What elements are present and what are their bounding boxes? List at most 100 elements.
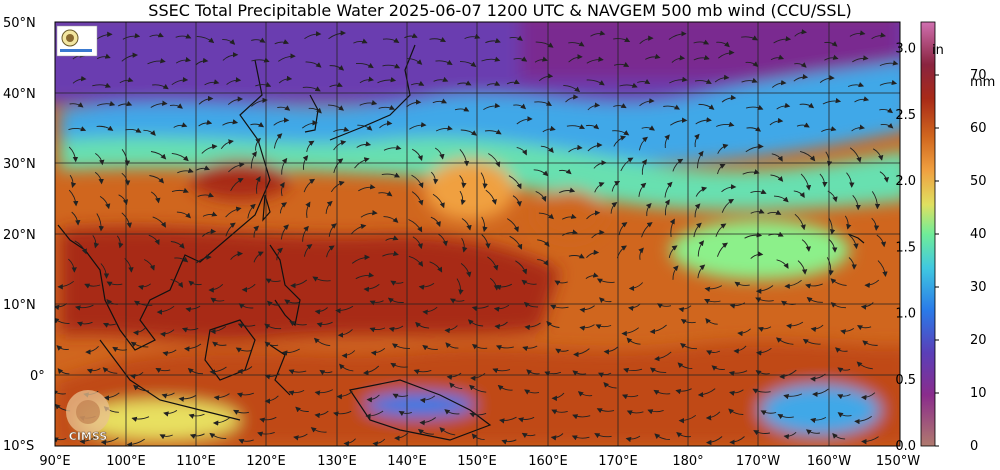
wind-arrow [355, 272, 375, 280]
wind-arrow [568, 54, 583, 63]
wind-arrow [757, 326, 772, 332]
wind-arrow [251, 57, 270, 63]
wind-arrow [771, 153, 783, 162]
wind-arrow [752, 388, 771, 394]
wind-arrow [563, 84, 581, 93]
wind-arrow [877, 260, 888, 277]
wind-arrow [75, 304, 94, 311]
wind-arrow [837, 394, 851, 400]
wind-arrow [213, 393, 230, 401]
wind-arrow [274, 39, 289, 45]
wind-arrow [150, 191, 161, 204]
wind-arrow [706, 436, 723, 446]
wind-arrow [776, 259, 789, 269]
wind-arrow [225, 222, 236, 237]
wind-arrow [612, 130, 630, 136]
wind-arrow [729, 436, 745, 445]
wind-arrow [794, 213, 806, 231]
wind-arrow [289, 321, 307, 327]
cimss-logo: CIMSS [66, 390, 110, 443]
wind-arrow [71, 211, 81, 226]
wind-arrow [852, 194, 861, 211]
wind-arrow [623, 367, 643, 374]
colorbar: in mm 3.0 2.5 2.0 1.5 1.0 0.5 0.0 70 60 50 40 30 20… [895, 21, 995, 454]
wind-arrow [799, 150, 816, 162]
wind-arrow [210, 325, 227, 335]
wind-arrow [698, 103, 715, 110]
wind-arrow [551, 392, 565, 402]
wind-arrow [377, 77, 397, 84]
wind-arrow [329, 82, 343, 88]
wind-arrow [522, 345, 538, 352]
wind-arrow [419, 395, 436, 404]
wind-arrow [152, 83, 169, 90]
wind-arrow [572, 370, 587, 376]
wind-arrow [704, 285, 723, 292]
wind-arrow [861, 436, 879, 445]
wind-arrow [117, 100, 133, 107]
wind-arrow [459, 175, 467, 189]
wind-arrow [369, 327, 386, 333]
wind-arrow [672, 158, 684, 172]
wind-arrow [189, 433, 205, 439]
lat-label: 10°S [3, 439, 34, 454]
wind-arrow [184, 343, 202, 352]
wind-arrow [302, 120, 318, 129]
wind-arrow [253, 225, 260, 238]
wind-arrow [230, 251, 243, 260]
wind-arrow [481, 216, 488, 233]
wind-arrow [220, 139, 234, 150]
wind-arrow [370, 347, 386, 356]
wind-arrow [241, 283, 256, 293]
wind-arrow [577, 391, 593, 397]
wind-arrow [210, 297, 225, 303]
wind-arrow [302, 86, 321, 92]
wind-arrow [680, 343, 698, 350]
lon-label: 170°W [736, 454, 780, 469]
wind-arrow [871, 217, 880, 231]
wind-arrow [822, 97, 842, 105]
wind-arrow [173, 122, 188, 128]
wind-arrow [568, 253, 585, 259]
wind-arrow [837, 412, 852, 418]
wind-arrow [515, 260, 528, 275]
wind-arrow [603, 382, 617, 389]
wind-arrow [830, 278, 847, 286]
wind-arrow [499, 416, 517, 424]
wind-arrow [628, 303, 641, 311]
wind-arrow [613, 61, 630, 67]
wind-arrow [187, 368, 204, 375]
wind-arrow [603, 346, 619, 355]
colorbar-inch-tick: 1.0 [895, 307, 916, 322]
wind-arrow [459, 148, 470, 167]
wind-arrow [150, 151, 167, 160]
wind-arrow [208, 283, 224, 293]
wind-arrow [819, 173, 828, 188]
wind-arrow [251, 97, 268, 107]
wind-arrow [746, 126, 762, 132]
wind-arrow [590, 30, 606, 37]
wind-arrow [488, 153, 501, 168]
wind-arrow [621, 327, 639, 337]
wind-arrow [801, 239, 812, 252]
wind-arrow [704, 298, 721, 304]
wind-arrow [586, 56, 604, 64]
wind-arrow [802, 338, 821, 345]
wind-arrow [694, 78, 712, 84]
wind-arrow [316, 321, 333, 328]
wind-arrow [524, 322, 541, 331]
wind-arrow [281, 157, 288, 175]
wind-arrow [647, 409, 664, 415]
wind-arrow [854, 96, 870, 103]
wind-arrow [432, 98, 448, 104]
wind-arrow [449, 298, 465, 304]
wind-arrow [471, 305, 489, 312]
wind-arrow [359, 100, 378, 106]
wind-arrow [464, 33, 481, 40]
wind-arrow [773, 36, 792, 44]
wind-arrow [860, 302, 874, 310]
wind-arrow [279, 202, 288, 214]
wind-arrow [102, 367, 118, 374]
wind-arrow [358, 184, 376, 192]
wind-arrow [693, 39, 710, 45]
